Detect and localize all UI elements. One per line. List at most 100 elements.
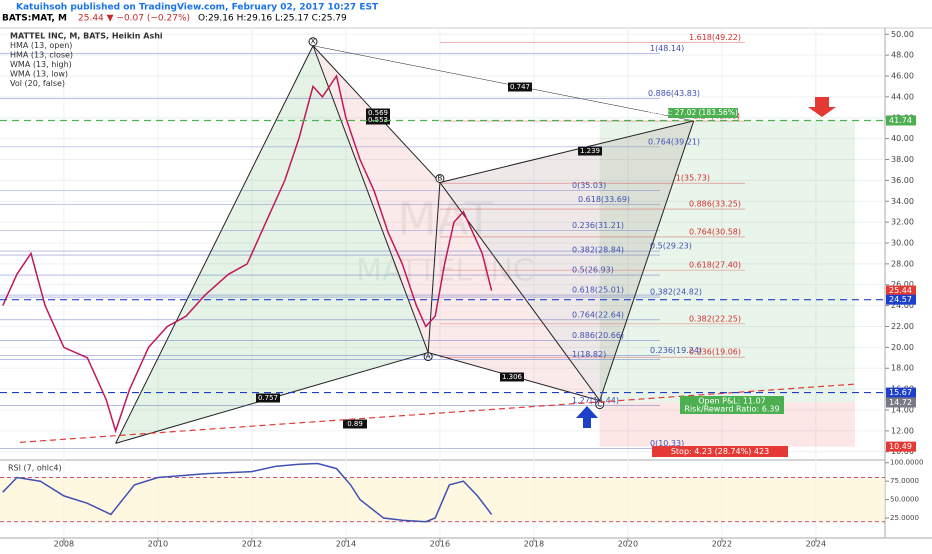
x-tick-label: 2022 — [712, 540, 732, 549]
pattern-leg — [439, 120, 694, 401]
watermark: MAT — [397, 192, 494, 246]
fib-label: 0.382(22.25) — [689, 314, 741, 323]
y-tick-label: 100.0000 — [890, 459, 923, 467]
fib-label: 0.618(25.01) — [572, 286, 624, 295]
legend-entry: MATTEL INC, M, BATS, Heikin Ashi — [10, 32, 163, 41]
fib-label: 1(48.14) — [650, 44, 684, 53]
pattern-point — [308, 37, 318, 47]
x-tick-label: 2018 — [524, 540, 544, 549]
y-tick-label: 14.00 — [891, 405, 914, 414]
fib-label: 0.618(27.40) — [689, 261, 741, 270]
publisher: Katuihsoh published on TradingView.com, … — [16, 3, 379, 13]
symbol: BATS:MAT, M — [2, 14, 67, 24]
fib-label: 0.764(39.21) — [648, 137, 700, 146]
legend-entry: HMA (13, open) — [10, 41, 72, 50]
ratio-label: 0.89 — [347, 420, 363, 428]
y-tick-label: 48.00 — [891, 51, 914, 60]
ohlc: O:29.16 H:29.16 L:25.17 C:25.79 — [198, 14, 347, 24]
fib-label: 1(18.82) — [572, 350, 606, 359]
ratio-box — [343, 419, 367, 429]
fib-label: 0.382(24.82) — [650, 288, 702, 297]
pattern-line — [312, 45, 429, 353]
ratio-label: 1.239 — [580, 147, 600, 155]
pattern-line — [427, 182, 441, 353]
ratio-label: 0.757 — [258, 394, 278, 402]
rsi-line — [2, 462, 493, 523]
x-tick-label: 2024 — [806, 540, 826, 549]
pattern-line — [312, 45, 694, 122]
y-tick-label: 50.00 — [891, 30, 914, 39]
legend-entry: WMA (13, high) — [10, 60, 72, 69]
price-flag-label: 41.74 — [889, 116, 912, 125]
ratio-box — [578, 146, 602, 156]
ratio-box — [366, 108, 390, 118]
x-tick-label: 2014 — [336, 540, 356, 549]
legend-entry: Vol (20, false) — [10, 79, 65, 88]
fib-label: 0.764(22.64) — [572, 310, 624, 319]
legend-entry: WMA (13, low) — [10, 70, 68, 79]
pattern-label: A — [426, 353, 431, 361]
x-tick-label: 2012 — [242, 540, 262, 549]
ratio-label: 1.306 — [502, 373, 523, 381]
price-flag-label: 24.57 — [889, 295, 912, 304]
stop-label: Stop: 4.23 (28.74%) 423 — [671, 447, 769, 456]
y-tick-label: 18.00 — [891, 364, 914, 373]
legend-entry: HMA (13, close) — [10, 51, 73, 60]
y-tick-label: 12.00 — [891, 426, 914, 435]
x-tick-label: 2016 — [430, 540, 450, 549]
pnl-box — [680, 396, 784, 414]
y-tick-label: 20.00 — [891, 343, 914, 352]
fib-label: 1.27(14.44) — [572, 396, 619, 405]
fib-label: 0.236(31.21) — [572, 221, 624, 230]
y-tick-label: 24.00 — [891, 301, 914, 310]
trend-line — [19, 383, 859, 443]
pattern-line — [439, 120, 694, 183]
y-tick-label: 28.00 — [891, 259, 914, 268]
y-tick-label: 44.00 — [891, 92, 914, 101]
y-tick-label: 22.00 — [891, 322, 914, 331]
price-flag — [886, 285, 916, 296]
pattern-label: C — [597, 401, 602, 409]
pattern-label: B — [438, 174, 443, 182]
pattern-line — [599, 120, 695, 401]
rsi-title: RSI (7, ohlc4) — [8, 464, 62, 473]
y-tick-label: 38.00 — [891, 155, 914, 164]
y-tick-label: 34.00 — [891, 197, 914, 206]
y-tick-label: 32.00 — [891, 218, 914, 227]
price-flag — [886, 387, 916, 398]
y-tick-label: 46.00 — [891, 72, 914, 81]
fib-label: 0.618(33.69) — [578, 195, 630, 204]
ratio-box — [508, 82, 532, 92]
rr-label: Risk/Reward Ratio: 6.39 — [684, 405, 779, 414]
fib-label: 0.236(19.06) — [689, 348, 741, 357]
y-tick-label: 26.00 — [891, 280, 914, 289]
up-arrow — [576, 406, 598, 428]
stop-box — [652, 446, 788, 457]
y-tick-label: 10.00 — [891, 447, 914, 456]
x-tick-label: 2010 — [148, 540, 168, 549]
fib-label: 0.236(19.24) — [650, 346, 702, 355]
price-line — [2, 74, 493, 434]
pattern-label: X — [311, 38, 316, 46]
price-flag-label: 25.44 — [889, 286, 912, 295]
fib-label: 0(35.03) — [572, 181, 606, 190]
down-arrow — [808, 97, 836, 117]
pnl-label: Open P&L: 11.07 — [698, 397, 766, 406]
y-tick-label: 75.0000 — [890, 477, 919, 485]
fib-label: 0.764(30.58) — [689, 227, 741, 236]
pattern-point — [435, 173, 445, 183]
fib-label: 1.618(49.22) — [689, 33, 741, 42]
x-tick-label: 2020 — [618, 540, 638, 549]
fib-label: 0(10.33) — [650, 439, 684, 448]
y-tick-label: 25.0000 — [890, 514, 919, 522]
y-tick-label: 50.0000 — [890, 496, 919, 504]
quote: 25.44 ▼ −0.07 (−0.27%) — [78, 14, 190, 24]
y-tick-label: 40.00 — [891, 134, 914, 143]
fib-label: 0.5(29.23) — [650, 242, 692, 251]
price-flag-label: 15.67 — [889, 388, 912, 397]
x-tick-label: 2008 — [54, 540, 74, 549]
fib-label: 1(35.73) — [676, 174, 710, 183]
fib-label: 0.886(33.25) — [689, 200, 741, 209]
fib-label: 0.886(20.66) — [572, 331, 624, 340]
